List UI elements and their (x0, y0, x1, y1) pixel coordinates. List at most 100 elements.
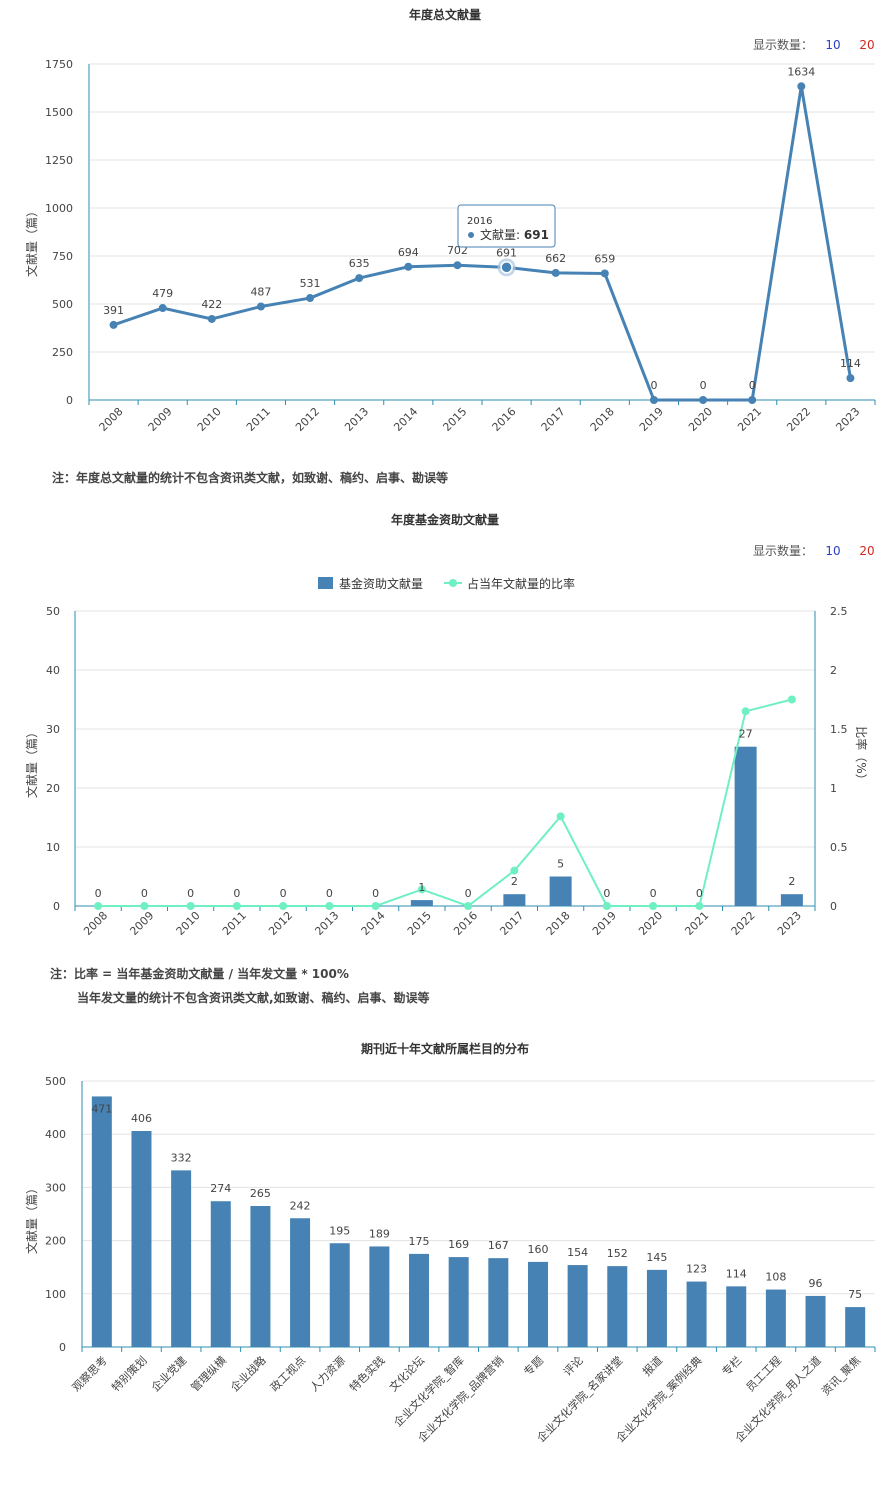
legend-item-ratio[interactable]: 占当年文献量的比率 (444, 576, 575, 591)
data-label: 635 (349, 257, 370, 270)
ratio-point[interactable] (741, 707, 750, 716)
data-point[interactable] (355, 274, 364, 283)
data-point[interactable] (109, 320, 118, 329)
chart2-count-selector: 显示数量： 10 20 (753, 543, 875, 558)
count-option-20[interactable]: 20 (859, 544, 874, 558)
data-label: 0 (749, 379, 756, 392)
data-label: 108 (765, 1271, 786, 1284)
data-point[interactable] (649, 396, 658, 404)
ratio-point[interactable] (279, 902, 288, 910)
data-point[interactable] (256, 302, 265, 311)
bar-column[interactable] (329, 1243, 350, 1347)
x-tick-label: 2013 (342, 405, 371, 434)
data-label: 391 (103, 304, 124, 317)
data-point[interactable] (699, 396, 708, 404)
bar-column[interactable] (250, 1206, 271, 1347)
ratio-point[interactable] (510, 866, 519, 875)
data-point[interactable] (846, 374, 855, 383)
ratio-point[interactable] (695, 902, 704, 910)
chart3-data-labels: 471 406 332 274 265 242 195 189 175 169 167 160 154 1… (91, 1102, 862, 1301)
data-point[interactable] (306, 294, 315, 303)
y2-tick-label: 2.5 (830, 605, 848, 618)
chart-annual-funded: 年度基金资助文献量 显示数量： 10 20 基金资助文献量 占当年文献量的比率 … (24, 512, 875, 1005)
bar-column[interactable] (805, 1295, 826, 1347)
x-tick-label: 企业战略 (228, 1353, 269, 1394)
y-tick-label: 400 (45, 1128, 66, 1141)
ratio-point[interactable] (325, 902, 334, 910)
count-option-10[interactable]: 10 (825, 38, 840, 52)
data-point[interactable] (748, 396, 757, 404)
ratio-point[interactable] (556, 812, 565, 821)
count-option-20[interactable]: 20 (859, 38, 874, 52)
data-label: 694 (398, 246, 419, 259)
bar-column[interactable] (607, 1266, 628, 1347)
chart1-count-selector: 显示数量： 10 20 (753, 37, 875, 52)
y-tick-label: 40 (46, 664, 60, 677)
ratio-point[interactable] (602, 902, 611, 910)
bar-column[interactable] (726, 1286, 747, 1347)
chart2-ratio-line (94, 695, 796, 910)
bar-funded[interactable] (734, 746, 757, 906)
legend-item-funded[interactable]: 基金资助文献量 (318, 576, 423, 591)
ratio-point[interactable] (417, 885, 426, 894)
chart3-title: 期刊近十年文献所属栏目的分布 (361, 1041, 529, 1056)
bar-column[interactable] (131, 1131, 152, 1347)
x-tick-label: 2020 (636, 909, 665, 938)
data-label: 175 (409, 1235, 430, 1248)
x-tick-label: 企业党建 (148, 1353, 189, 1394)
y-tick-label: 1750 (45, 58, 73, 71)
x-tick-label: 特别策划 (109, 1353, 150, 1394)
data-point[interactable] (404, 262, 413, 271)
tooltip-label: 文献量 (480, 227, 516, 242)
y-tick-label: 10 (46, 841, 60, 854)
bar-column[interactable] (369, 1246, 390, 1347)
y-tick-label: 1250 (45, 154, 73, 167)
ratio-point[interactable] (787, 695, 796, 704)
bar-column[interactable] (448, 1257, 469, 1347)
bar-column[interactable] (765, 1289, 786, 1347)
bar-column[interactable] (290, 1218, 311, 1347)
bar-column[interactable] (488, 1258, 509, 1347)
ratio-point[interactable] (140, 902, 149, 910)
tooltip-year: 2016 (467, 216, 492, 227)
bar-column[interactable] (686, 1281, 707, 1347)
data-point[interactable] (207, 314, 216, 323)
bar-column[interactable] (210, 1201, 231, 1347)
data-point[interactable] (453, 261, 462, 270)
x-tick-label: 2009 (146, 405, 175, 434)
ratio-point[interactable] (186, 902, 195, 910)
ratio-point[interactable] (464, 902, 473, 910)
data-point[interactable] (600, 269, 609, 278)
y-tick-label: 30 (46, 723, 60, 736)
chart3-gridlines (81, 1080, 876, 1352)
data-point[interactable] (797, 82, 806, 91)
ratio-point[interactable] (649, 902, 658, 910)
x-tick-label: 2017 (539, 405, 568, 434)
ratio-point[interactable] (371, 902, 380, 910)
y-tick-label: 1000 (45, 202, 73, 215)
data-point-hovered[interactable] (500, 261, 513, 274)
bar-column[interactable] (646, 1269, 667, 1347)
bar-column[interactable] (845, 1307, 866, 1347)
data-label: 0 (696, 887, 703, 900)
bar-column[interactable] (527, 1261, 548, 1347)
bar-funded[interactable] (410, 900, 433, 906)
bar-column[interactable] (567, 1265, 588, 1347)
bar-funded[interactable] (503, 894, 526, 906)
count-option-10[interactable]: 10 (825, 544, 840, 558)
bar-column[interactable] (409, 1253, 430, 1347)
bar-funded[interactable] (549, 876, 572, 907)
chart1-title: 年度总文献量 (409, 7, 481, 22)
bar-column[interactable] (171, 1170, 192, 1347)
count-selector-label: 显示数量： (753, 543, 813, 558)
x-tick-label: 2011 (220, 909, 249, 938)
ratio-point[interactable] (232, 902, 241, 910)
x-tick-label: 报道 (640, 1353, 665, 1378)
bar-funded[interactable] (780, 894, 803, 906)
legend-funded-label: 基金资助文献量 (339, 576, 423, 591)
bar-column[interactable] (91, 1096, 112, 1347)
ratio-point[interactable] (94, 902, 103, 910)
data-point[interactable] (551, 268, 560, 277)
data-point[interactable] (158, 304, 167, 313)
